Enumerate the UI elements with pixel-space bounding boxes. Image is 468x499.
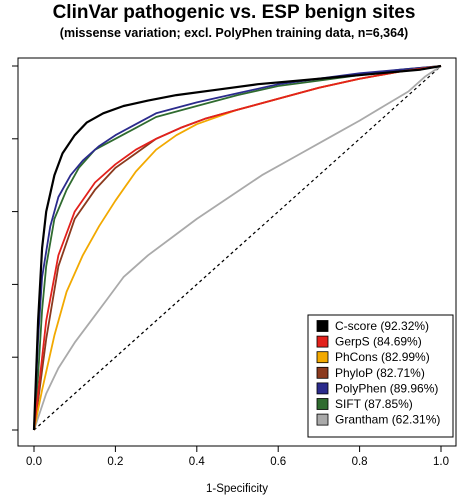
- chart-title: ClinVar pathogenic vs. ESP benign sites: [52, 2, 416, 23]
- legend-swatch: [316, 382, 329, 395]
- x-tick-label: 0.0: [26, 456, 42, 468]
- legend-box: [307, 314, 454, 438]
- series-line: [33, 65, 442, 431]
- legend-swatch: [316, 320, 329, 332]
- series-line: [33, 65, 442, 431]
- legend-label: PolyPhen (89.96%): [335, 381, 438, 395]
- legend-swatch: [316, 335, 329, 348]
- legend-label: PhyloP (82.71%): [335, 366, 425, 380]
- legend-label: PhCons (82.99%): [335, 350, 430, 364]
- chart-subtitle: (missense variation; excl. PolyPhen trai…: [59, 26, 409, 40]
- x-tick-label: 1.0: [433, 456, 449, 468]
- x-tick-label: 0.2: [107, 456, 123, 468]
- legend-swatch: [316, 351, 329, 364]
- legend-swatch: [316, 398, 329, 410]
- diagonal-reference-line: [33, 65, 442, 431]
- x-axis-label: 1-Specificity: [206, 483, 268, 495]
- legend-label: Grantham (62.31%): [335, 413, 440, 427]
- series-line: [32, 64, 442, 431]
- legend-label: C-score (92.32%): [335, 319, 429, 333]
- legend-label: GerpS (84.69%): [335, 335, 422, 349]
- x-tick-label: 0.8: [352, 456, 368, 468]
- legend-label: SIFT (87.85%): [335, 397, 413, 411]
- legend-swatch: [316, 366, 329, 379]
- x-tick-label: 0.6: [270, 456, 286, 468]
- plot-frame: [17, 57, 457, 447]
- series-line: [33, 65, 442, 431]
- legend-swatch: [316, 413, 329, 426]
- x-tick-label: 0.4: [189, 456, 206, 468]
